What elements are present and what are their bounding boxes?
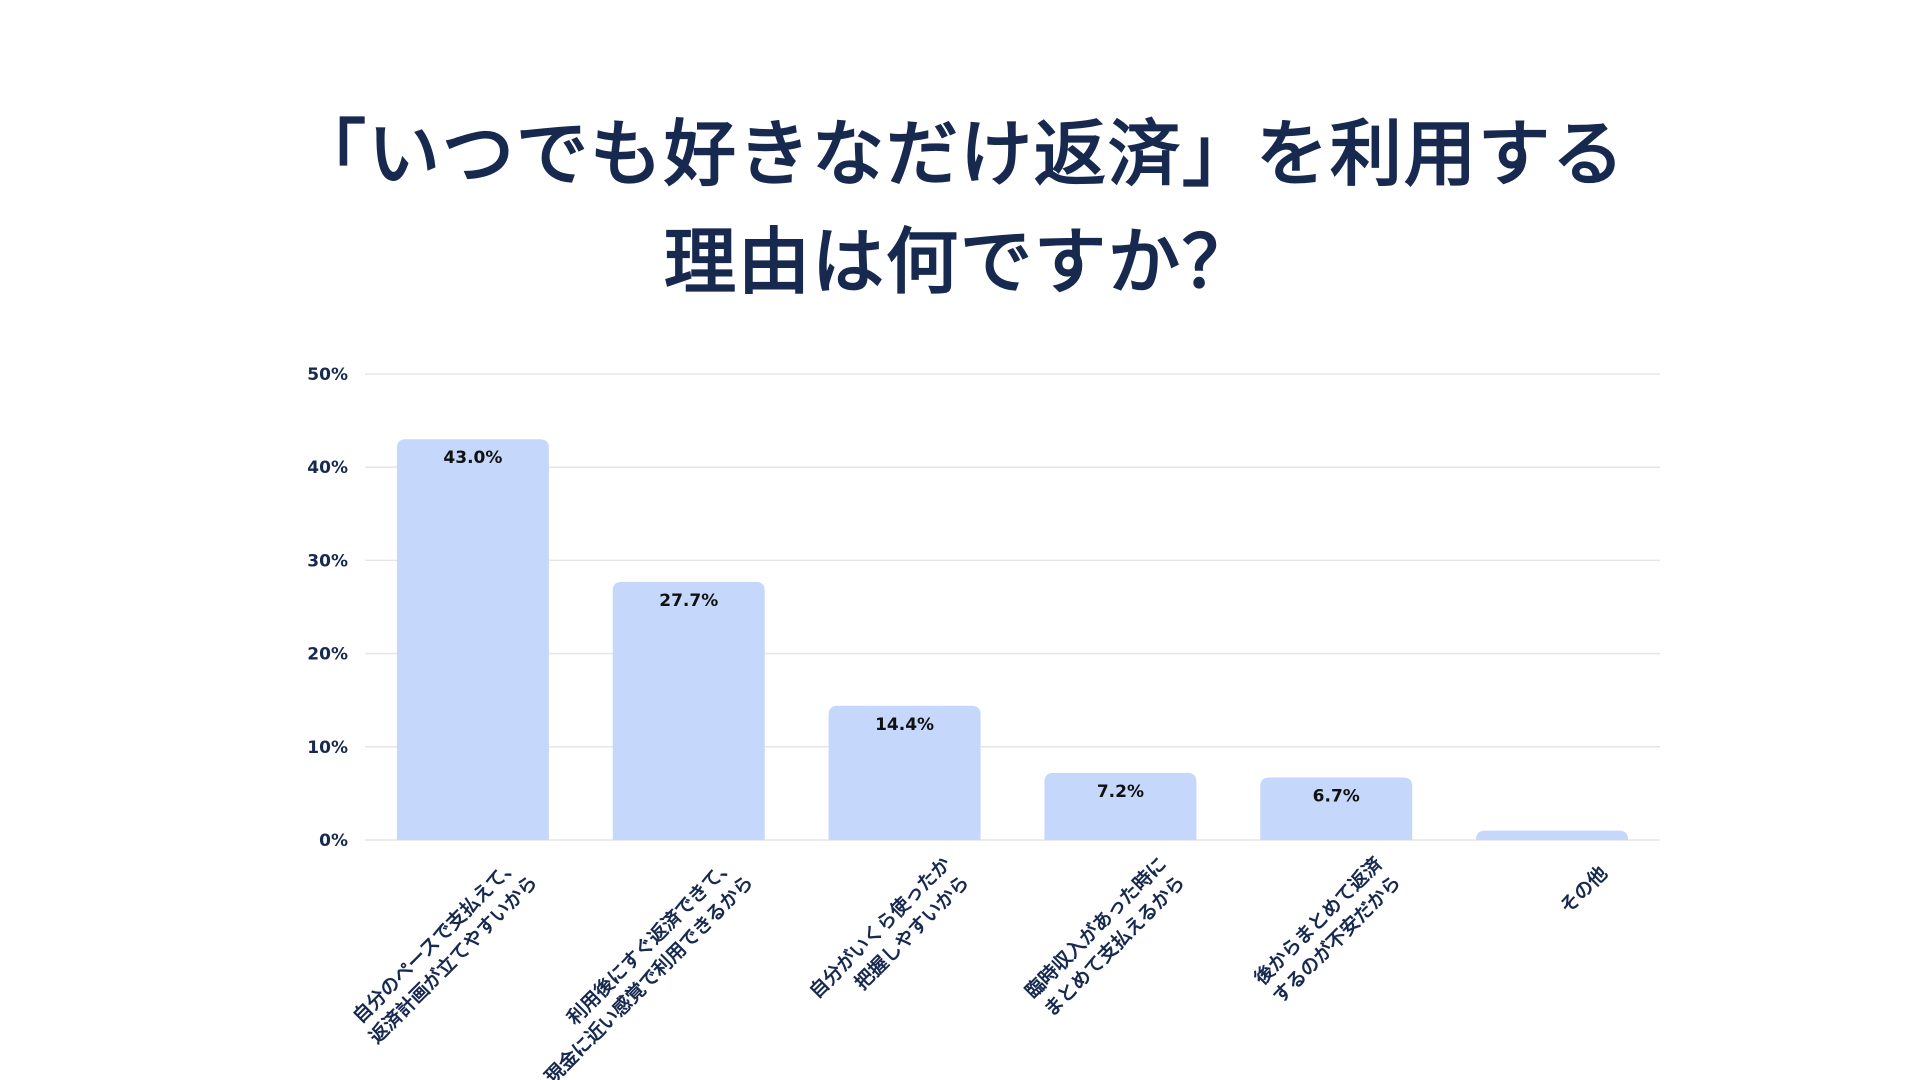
data-label: 43.0% xyxy=(443,448,502,468)
data-label: 6.7% xyxy=(1313,787,1360,807)
x-tick-label-line: 現金に近い感覚で利用できるから xyxy=(540,871,758,1080)
chart-title: 「いつでも好きなだけ返済」を利用する 理由は何ですか？ xyxy=(0,100,1920,316)
x-tick-label-line: その他 xyxy=(1555,862,1612,919)
y-tick-label: 20% xyxy=(307,645,348,665)
chart-title-line-2: 理由は何ですか？ xyxy=(663,220,1256,304)
y-tick-label: 50% xyxy=(307,365,348,385)
y-axis-ticks: 0% 10% 20% 30% 40% 50% xyxy=(307,365,348,851)
bar xyxy=(1476,830,1629,840)
x-tick-label: 自分のペースで支払えて、返済計画が立てやすいから xyxy=(348,852,542,1048)
bars xyxy=(396,439,1629,840)
data-label: 7.2% xyxy=(1097,782,1144,802)
x-tick-label-line: 自分のペースで支払えて、 xyxy=(348,852,523,1027)
bar xyxy=(396,439,549,840)
bar xyxy=(828,705,981,840)
data-label: 27.7% xyxy=(659,591,718,611)
x-axis-labels: 自分のペースで支払えて、返済計画が立てやすいから 利用後にすぐ返済できて、現金に近… xyxy=(348,852,1612,1080)
gridlines xyxy=(365,373,1660,841)
x-tick-label: その他 xyxy=(1555,862,1612,919)
data-labels: 43.0% 27.7% 14.4% 7.2% 6.7% xyxy=(443,448,1359,806)
y-tick-label: 10% xyxy=(307,738,348,758)
y-tick-label: 0% xyxy=(319,831,348,851)
y-tick-label: 40% xyxy=(307,458,348,478)
bar xyxy=(1260,777,1413,840)
x-tick-label-line: 返済計画が立てやすいから xyxy=(364,871,541,1048)
data-label: 14.4% xyxy=(875,715,934,735)
x-tick-label-line: 利用後にすぐ返済できて、 xyxy=(562,852,739,1029)
y-tick-label: 30% xyxy=(307,551,348,571)
x-tick-label: 利用後にすぐ返済できて、現金に近い感覚で利用できるから xyxy=(540,852,758,1080)
bar xyxy=(1044,772,1197,840)
chart-title-line-1: 「いつでも好きなだけ返済」を利用する xyxy=(293,112,1626,196)
bar xyxy=(612,581,765,840)
